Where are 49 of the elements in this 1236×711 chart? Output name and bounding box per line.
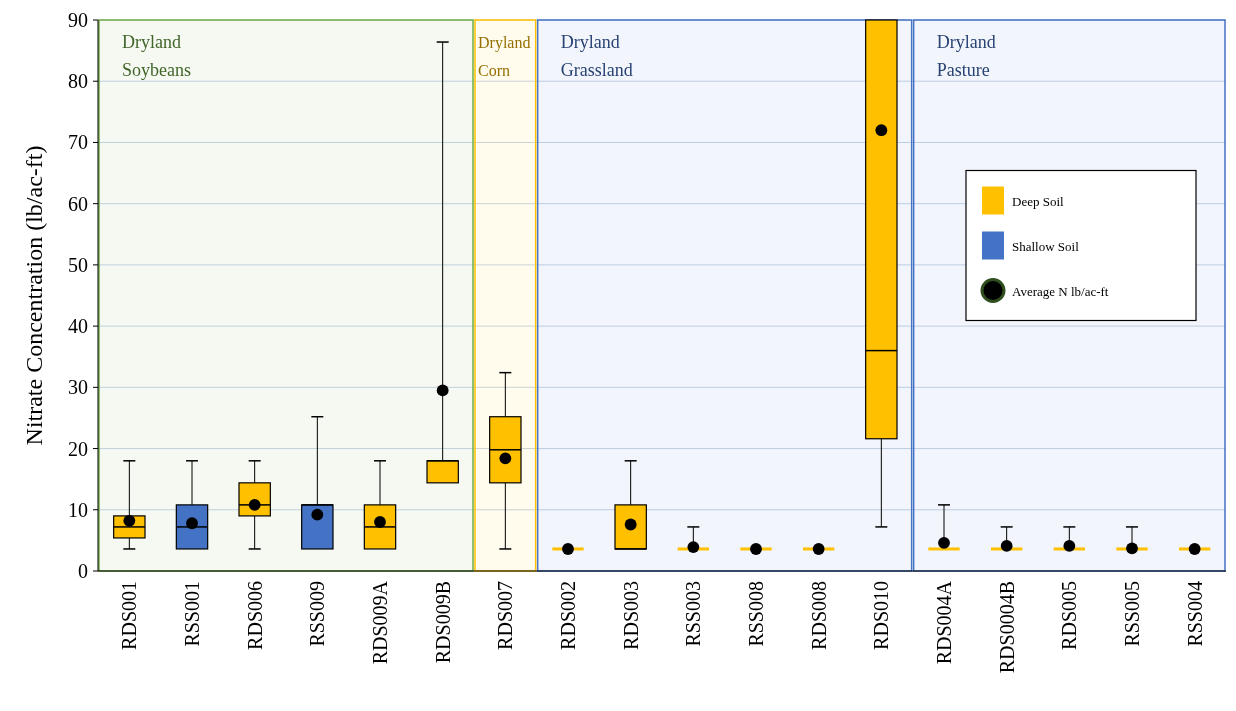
x-tick-label: RSS003: [682, 581, 705, 647]
point: [436, 384, 449, 397]
x-tick-label: RDS009A: [369, 580, 391, 665]
point: [1000, 539, 1013, 552]
y-tick-label: 0: [78, 560, 88, 582]
y-tick-label: 60: [68, 192, 88, 215]
y-tick-label: 20: [68, 437, 88, 460]
x-tick-label: RDS004A: [933, 580, 955, 665]
x-tick-label: RDS006: [243, 581, 266, 650]
x-tick-label: RSS008: [745, 581, 767, 647]
y-tick-label: 50: [68, 253, 88, 276]
band-label: Dryland Soybeans: [122, 32, 191, 80]
legend-label: Deep Soil: [1012, 193, 1065, 209]
x-tick-label: RDS007: [494, 581, 517, 650]
x-tick-label: RDS008: [807, 581, 830, 650]
y-tick-label: 30: [68, 376, 88, 399]
legend-label: Average N lb/ac-ft: [1012, 283, 1109, 299]
point: [1126, 542, 1138, 555]
x-tick-label: RDS001: [118, 581, 141, 650]
point: [750, 543, 762, 555]
y-tick-label: 70: [68, 131, 88, 154]
x-tick-label: RDS009B: [431, 581, 454, 664]
point: [562, 543, 574, 555]
band-label: Dryland Pasture: [936, 32, 996, 80]
y-tick-label: 90: [68, 9, 88, 31]
y-axis-title: Nitrate Concentration (lb/ac-ft): [21, 145, 47, 446]
point: [687, 541, 700, 554]
y-tick-label: 40: [68, 315, 88, 338]
x-tick-label: RDS003: [619, 581, 642, 650]
y-tick-label: 10: [68, 498, 88, 521]
point: [875, 124, 888, 137]
point: [1188, 543, 1201, 555]
point: [1063, 539, 1076, 552]
x-tick-label: RDS0004B: [995, 581, 1018, 674]
x-tick-label: RDS005: [1058, 581, 1081, 650]
point: [812, 543, 825, 555]
x-tick-label: RSS009: [306, 581, 329, 647]
band-label: Dryland Corn: [478, 34, 531, 79]
x-tick-label: RDS010: [870, 581, 893, 650]
point: [311, 508, 324, 521]
legend-label: Shallow Soil: [1012, 238, 1080, 254]
x-tick-label: RSS004: [1183, 581, 1206, 647]
point: [938, 536, 950, 549]
x-tick-label: RSS005: [1121, 581, 1143, 647]
band-label: Dryland Grassland: [560, 32, 633, 80]
point: [499, 452, 512, 465]
x-tick-label: RDS002: [557, 581, 579, 650]
y-tick-label: 80: [68, 70, 88, 93]
x-tick-label: RSS001: [181, 581, 203, 647]
